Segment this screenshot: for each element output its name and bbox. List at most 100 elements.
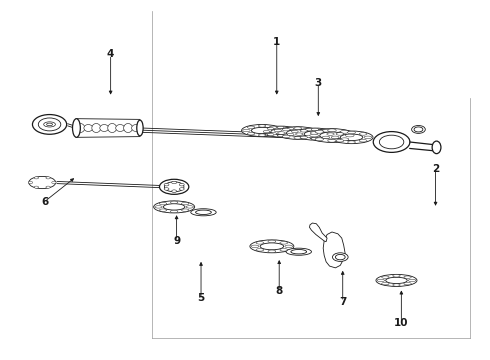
- Ellipse shape: [330, 131, 373, 144]
- Ellipse shape: [276, 127, 319, 139]
- Ellipse shape: [34, 186, 39, 188]
- Ellipse shape: [44, 122, 55, 127]
- Ellipse shape: [171, 210, 178, 213]
- Ellipse shape: [359, 133, 367, 135]
- Ellipse shape: [340, 134, 363, 141]
- Ellipse shape: [404, 276, 411, 278]
- Ellipse shape: [271, 129, 291, 134]
- Text: 10: 10: [394, 319, 409, 328]
- Ellipse shape: [300, 130, 308, 132]
- Ellipse shape: [73, 119, 80, 137]
- Text: 2: 2: [432, 164, 439, 174]
- Ellipse shape: [386, 277, 407, 284]
- Ellipse shape: [137, 120, 143, 136]
- Ellipse shape: [47, 123, 52, 126]
- Ellipse shape: [258, 134, 266, 136]
- Ellipse shape: [277, 126, 284, 129]
- Ellipse shape: [373, 132, 410, 152]
- Ellipse shape: [345, 134, 354, 137]
- Ellipse shape: [84, 125, 93, 131]
- Ellipse shape: [432, 141, 441, 154]
- Ellipse shape: [256, 249, 264, 251]
- Text: 9: 9: [173, 236, 180, 246]
- Ellipse shape: [328, 129, 336, 132]
- Ellipse shape: [243, 129, 250, 132]
- Ellipse shape: [300, 136, 308, 139]
- Ellipse shape: [287, 134, 294, 136]
- Ellipse shape: [34, 177, 39, 179]
- Ellipse shape: [336, 139, 344, 142]
- Ellipse shape: [315, 138, 323, 141]
- Ellipse shape: [164, 183, 169, 186]
- Ellipse shape: [108, 123, 117, 132]
- Text: 1: 1: [273, 37, 280, 47]
- Ellipse shape: [258, 125, 266, 127]
- Ellipse shape: [282, 135, 290, 138]
- Text: 8: 8: [275, 286, 283, 296]
- Text: 5: 5: [197, 293, 205, 303]
- Ellipse shape: [404, 283, 411, 285]
- Ellipse shape: [268, 240, 276, 243]
- Ellipse shape: [159, 209, 167, 211]
- Ellipse shape: [393, 275, 400, 277]
- Ellipse shape: [247, 132, 255, 135]
- Ellipse shape: [379, 135, 404, 149]
- Ellipse shape: [76, 123, 85, 132]
- Ellipse shape: [287, 130, 309, 136]
- Ellipse shape: [155, 206, 162, 208]
- Ellipse shape: [262, 126, 299, 137]
- Ellipse shape: [305, 135, 313, 138]
- Ellipse shape: [285, 245, 293, 248]
- Ellipse shape: [268, 134, 274, 136]
- Ellipse shape: [171, 201, 178, 203]
- Ellipse shape: [251, 127, 273, 134]
- Ellipse shape: [163, 204, 185, 210]
- Ellipse shape: [251, 245, 259, 248]
- Ellipse shape: [341, 130, 349, 133]
- Ellipse shape: [382, 276, 389, 278]
- Ellipse shape: [291, 249, 307, 254]
- Ellipse shape: [32, 114, 67, 134]
- Ellipse shape: [270, 126, 277, 129]
- Ellipse shape: [320, 132, 344, 139]
- Ellipse shape: [347, 131, 355, 134]
- Ellipse shape: [309, 129, 355, 143]
- Polygon shape: [323, 232, 345, 268]
- Ellipse shape: [280, 242, 288, 244]
- Ellipse shape: [38, 118, 61, 131]
- Text: 7: 7: [339, 297, 346, 307]
- Text: 4: 4: [107, 49, 114, 59]
- Ellipse shape: [159, 202, 167, 205]
- Ellipse shape: [292, 131, 298, 133]
- Ellipse shape: [280, 249, 288, 251]
- Ellipse shape: [277, 135, 284, 137]
- Ellipse shape: [322, 136, 330, 139]
- Ellipse shape: [412, 126, 425, 134]
- Ellipse shape: [414, 127, 423, 132]
- Ellipse shape: [172, 181, 176, 184]
- Ellipse shape: [328, 139, 336, 142]
- Ellipse shape: [393, 284, 400, 286]
- Ellipse shape: [260, 243, 284, 250]
- Ellipse shape: [28, 181, 33, 184]
- Ellipse shape: [331, 136, 339, 139]
- Ellipse shape: [164, 182, 184, 192]
- Ellipse shape: [304, 131, 326, 137]
- Ellipse shape: [277, 132, 285, 134]
- Ellipse shape: [268, 127, 274, 130]
- Ellipse shape: [46, 177, 50, 179]
- Ellipse shape: [154, 201, 195, 213]
- Ellipse shape: [377, 279, 385, 282]
- Ellipse shape: [256, 242, 264, 244]
- Ellipse shape: [310, 132, 318, 134]
- Ellipse shape: [332, 253, 348, 261]
- Ellipse shape: [336, 133, 344, 135]
- Ellipse shape: [242, 125, 283, 136]
- Ellipse shape: [116, 125, 124, 131]
- Ellipse shape: [274, 129, 281, 132]
- Ellipse shape: [295, 133, 303, 135]
- Ellipse shape: [186, 206, 194, 208]
- Ellipse shape: [376, 274, 417, 287]
- Ellipse shape: [408, 279, 416, 282]
- Ellipse shape: [327, 133, 334, 135]
